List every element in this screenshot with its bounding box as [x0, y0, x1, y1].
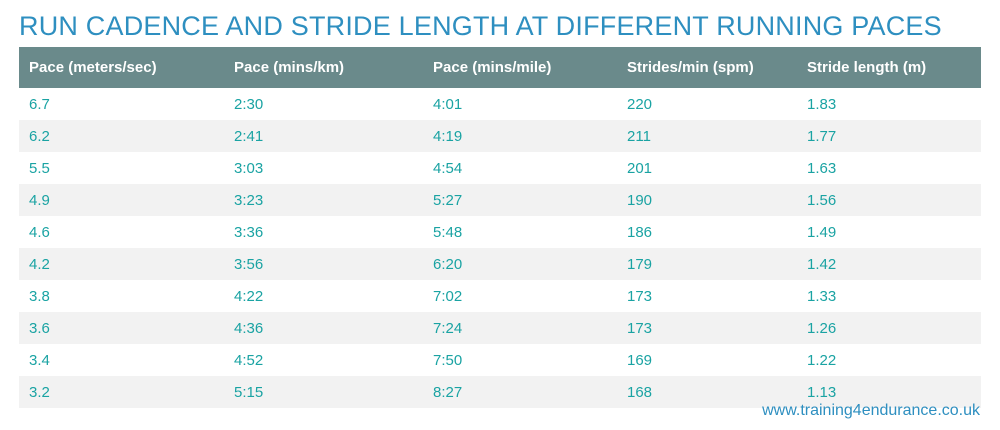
table-cell: 8:27: [433, 383, 463, 401]
table-cell: 3:03: [234, 159, 264, 177]
table-cell: 1.13: [807, 383, 837, 401]
column-header-pace-mps: Pace (meters/sec): [29, 59, 157, 76]
table-cell: 186: [627, 223, 653, 241]
table-cell: 1.22: [807, 351, 837, 369]
column-header-pace-min-mile: Pace (mins/mile): [433, 59, 552, 76]
table-cell: 2:30: [234, 95, 264, 113]
table-cell: 5:48: [433, 223, 463, 241]
table-cell: 7:24: [433, 319, 463, 337]
table-cell: 4.9: [29, 191, 50, 209]
table-cell: 4:22: [234, 287, 264, 305]
table-cell: 220: [627, 95, 653, 113]
table-cell: 5:15: [234, 383, 264, 401]
table-cell: 179: [627, 255, 653, 273]
table-cell: 3.4: [29, 351, 50, 369]
table-cell: 1.83: [807, 95, 837, 113]
table-cell: 3:56: [234, 255, 264, 273]
column-header-pace-min-km: Pace (mins/km): [234, 59, 345, 76]
table-cell: 6.7: [29, 95, 50, 113]
table-cell: 4:19: [433, 127, 463, 145]
table-cell: 3.2: [29, 383, 50, 401]
table-cell: 2:41: [234, 127, 264, 145]
table-cell: 4:01: [433, 95, 463, 113]
table-row: 6.7 2:30 4:01 220 1.83: [19, 88, 981, 120]
table-row: 4.6 3:36 5:48 186 1.49: [19, 216, 981, 248]
table-row: 5.5 3:03 4:54 201 1.63: [19, 152, 981, 184]
table-cell: 1.77: [807, 127, 837, 145]
table-cell: 190: [627, 191, 653, 209]
table-header-row: Pace (meters/sec) Pace (mins/km) Pace (m…: [19, 47, 981, 88]
table-cell: 3.6: [29, 319, 50, 337]
table-body: 6.7 2:30 4:01 220 1.83 6.2 2:41 4:19 211 1.77 5.5 3…: [19, 88, 981, 408]
table-cell: 4:36: [234, 319, 264, 337]
table-cell: 1.56: [807, 191, 837, 209]
table-cell: 173: [627, 319, 653, 337]
table-cell: 3.8: [29, 287, 50, 305]
table-cell: 7:50: [433, 351, 463, 369]
table-cell: 1.42: [807, 255, 837, 273]
table-cell: 5.5: [29, 159, 50, 177]
table-row: 4.2 3:56 6:20 179 1.42: [19, 248, 981, 280]
table-cell: 5:27: [433, 191, 463, 209]
table-cell: 1.26: [807, 319, 837, 337]
column-header-strides-per-min: Strides/min (spm): [627, 59, 754, 76]
table-row: 3.2 5:15 8:27 168 1.13: [19, 376, 981, 408]
table-cell: 1.63: [807, 159, 837, 177]
table-cell: 4.2: [29, 255, 50, 273]
column-header-stride-length: Stride length (m): [807, 59, 927, 76]
data-table: Pace (meters/sec) Pace (mins/km) Pace (m…: [19, 47, 981, 408]
table-cell: 169: [627, 351, 653, 369]
table-cell: 1.33: [807, 287, 837, 305]
table-cell: 4:54: [433, 159, 463, 177]
table-cell: 6.2: [29, 127, 50, 145]
chart-title: RUN CADENCE AND STRIDE LENGTH AT DIFFERE…: [19, 11, 942, 41]
table-cell: 4.6: [29, 223, 50, 241]
table-row: 3.4 4:52 7:50 169 1.22: [19, 344, 981, 376]
table-cell: 173: [627, 287, 653, 305]
table-cell: 7:02: [433, 287, 463, 305]
table-cell: 168: [627, 383, 653, 401]
table-cell: 1.49: [807, 223, 837, 241]
table-cell: 6:20: [433, 255, 463, 273]
table-row: 6.2 2:41 4:19 211 1.77: [19, 120, 981, 152]
table-cell: 201: [627, 159, 653, 177]
table-row: 3.8 4:22 7:02 173 1.33: [19, 280, 981, 312]
table-row: 4.9 3:23 5:27 190 1.56: [19, 184, 981, 216]
table-cell: 4:52: [234, 351, 264, 369]
source-url: www.training4endurance.co.uk: [762, 402, 980, 419]
table-cell: 3:23: [234, 191, 264, 209]
table-cell: 211: [627, 127, 651, 145]
table-row: 3.6 4:36 7:24 173 1.26: [19, 312, 981, 344]
table-cell: 3:36: [234, 223, 264, 241]
